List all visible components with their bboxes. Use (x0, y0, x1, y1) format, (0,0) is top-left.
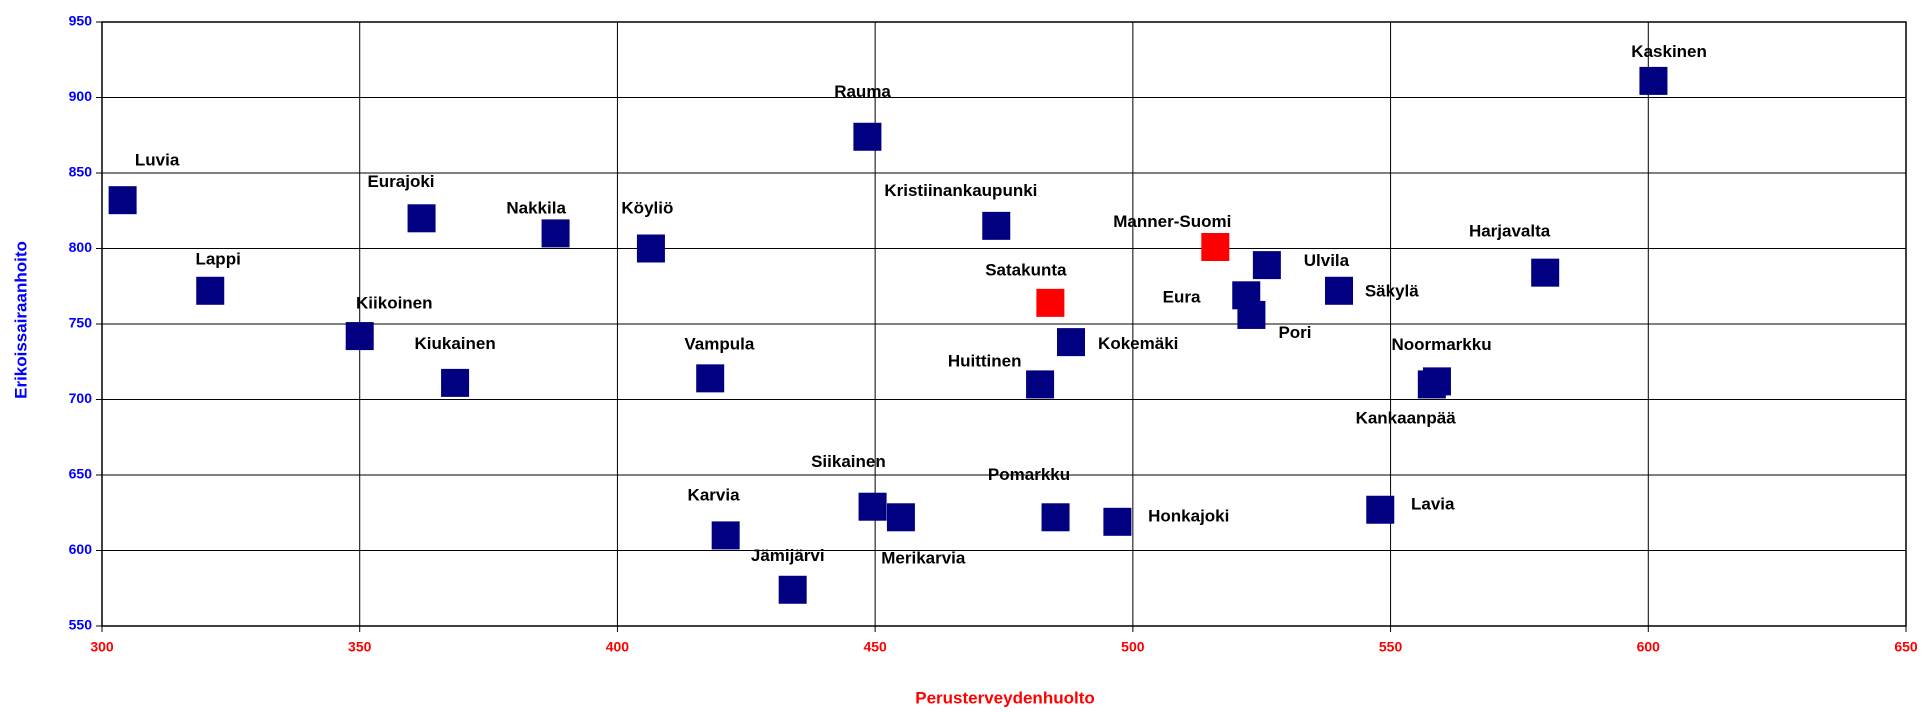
y-axis-title: Erikoissairaanhoito (11, 241, 30, 399)
point-label: Kristiinankaupunki (884, 181, 1037, 200)
x-tick-label: 500 (1121, 639, 1145, 655)
marker (108, 186, 137, 215)
point-label: Pori (1278, 323, 1311, 342)
point-label: Luvia (135, 150, 180, 169)
marker (1639, 66, 1668, 95)
x-tick-label: 600 (1637, 639, 1661, 655)
marker (1057, 328, 1086, 357)
marker (1036, 288, 1065, 317)
marker (853, 122, 882, 151)
marker (982, 211, 1011, 240)
x-tick-label: 450 (863, 639, 887, 655)
marker (1531, 258, 1560, 287)
point-label: Kiikoinen (356, 294, 433, 313)
point-label: Honkajoki (1148, 506, 1229, 525)
marker (541, 219, 570, 248)
marker (1237, 300, 1266, 329)
point-label: Merikarvia (881, 549, 966, 568)
marker (858, 492, 887, 521)
marker (196, 276, 225, 305)
point-label: Ulvila (1304, 251, 1350, 270)
y-tick-label: 650 (69, 466, 93, 482)
y-tick-label: 550 (69, 617, 93, 633)
y-tick-label: 950 (69, 13, 93, 29)
marker (407, 204, 436, 233)
point-label: Jämijärvi (751, 546, 825, 565)
x-tick-label: 300 (90, 639, 114, 655)
y-tick-label: 850 (69, 164, 93, 180)
marker (1366, 495, 1395, 524)
point-label: Noormarkku (1391, 335, 1491, 354)
marker (1325, 276, 1354, 305)
y-tick-label: 800 (69, 239, 93, 255)
point-label: Kiukainen (414, 334, 495, 353)
point-label: Kokemäki (1098, 334, 1178, 353)
marker (1417, 370, 1446, 399)
x-tick-label: 400 (606, 639, 630, 655)
point-label: Vampula (684, 335, 754, 354)
point-label: Nakkila (506, 198, 566, 217)
point-label: Satakunta (985, 260, 1067, 279)
marker (1201, 232, 1230, 261)
point-label: Siikainen (811, 452, 886, 471)
marker (345, 322, 374, 351)
point-label: Säkylä (1365, 281, 1419, 300)
point-label: Rauma (834, 82, 891, 101)
point-label: Eurajoki (367, 172, 434, 191)
point-label: Manner-Suomi (1113, 212, 1231, 231)
x-axis-title: Perusterveydenhuolto (915, 688, 1095, 707)
y-tick-label: 600 (69, 541, 93, 557)
marker (778, 575, 807, 604)
marker (711, 521, 740, 550)
x-tick-label: 550 (1379, 639, 1403, 655)
point-label: Karvia (688, 486, 741, 505)
point-label: Lappi (195, 250, 240, 269)
point-label: Kaskinen (1631, 42, 1707, 61)
point-label: Kankaanpää (1356, 408, 1457, 427)
marker (1252, 251, 1281, 280)
point-label: Köyliö (621, 199, 673, 218)
point-label: Huittinen (948, 352, 1022, 371)
point-label: Pomarkku (988, 465, 1070, 484)
marker (696, 364, 725, 393)
marker (636, 234, 665, 263)
point-label: Lavia (1411, 494, 1455, 513)
marker (1041, 503, 1070, 532)
marker (886, 503, 915, 532)
point-label: Harjavalta (1469, 222, 1551, 241)
plot-border (101, 21, 1907, 627)
marker (1103, 507, 1132, 536)
marker (1026, 370, 1055, 399)
x-tick-label: 350 (348, 639, 372, 655)
x-tick-label: 650 (1894, 639, 1918, 655)
y-tick-label: 900 (69, 88, 93, 104)
y-tick-label: 750 (69, 315, 93, 331)
point-label: Eura (1163, 287, 1201, 306)
y-tick-label: 700 (69, 390, 93, 406)
marker (441, 368, 470, 397)
